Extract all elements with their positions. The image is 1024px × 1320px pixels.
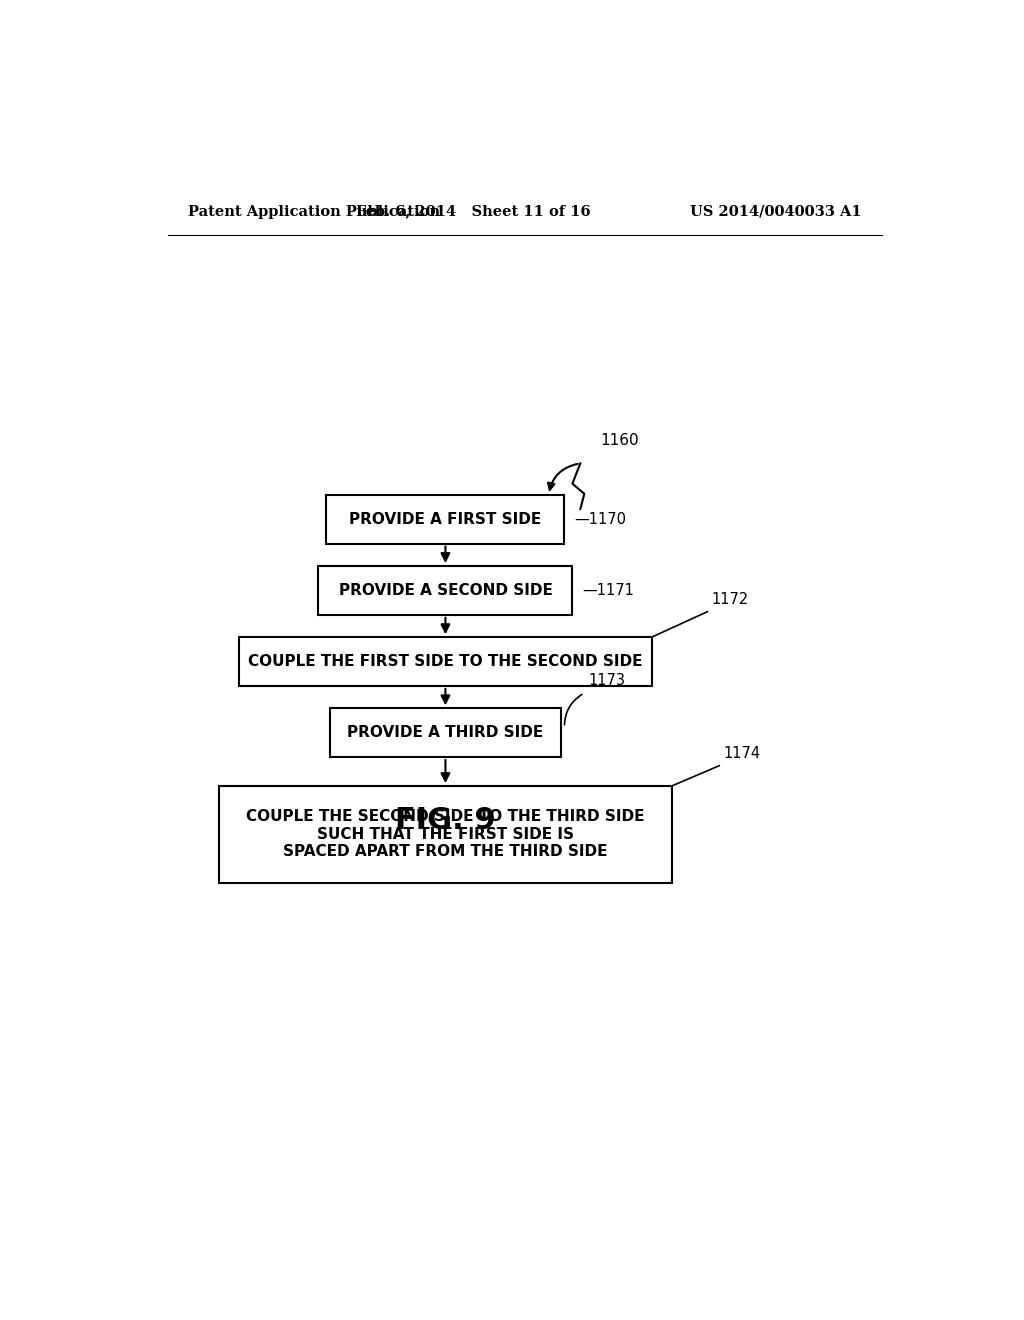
Bar xyxy=(318,566,572,615)
Text: 1173: 1173 xyxy=(588,673,626,688)
Text: FIG. 9: FIG. 9 xyxy=(395,807,496,836)
FancyArrowPatch shape xyxy=(548,463,578,490)
Text: PROVIDE A FIRST SIDE: PROVIDE A FIRST SIDE xyxy=(349,512,542,527)
Bar xyxy=(327,495,564,544)
Text: 1160: 1160 xyxy=(600,433,639,447)
Text: US 2014/0040033 A1: US 2014/0040033 A1 xyxy=(690,205,862,219)
Text: PROVIDE A THIRD SIDE: PROVIDE A THIRD SIDE xyxy=(347,725,544,741)
Text: Patent Application Publication: Patent Application Publication xyxy=(187,205,439,219)
Bar xyxy=(240,638,652,686)
Text: PROVIDE A SECOND SIDE: PROVIDE A SECOND SIDE xyxy=(339,583,552,598)
Text: Feb. 6, 2014   Sheet 11 of 16: Feb. 6, 2014 Sheet 11 of 16 xyxy=(356,205,591,219)
Bar xyxy=(219,785,672,883)
Text: —1171: —1171 xyxy=(582,583,634,598)
Text: COUPLE THE FIRST SIDE TO THE SECOND SIDE: COUPLE THE FIRST SIDE TO THE SECOND SIDE xyxy=(248,653,643,669)
Text: —1170: —1170 xyxy=(574,512,626,527)
Text: 1172: 1172 xyxy=(712,591,749,607)
Text: COUPLE THE SECOND SIDE TO THE THIRD SIDE
SUCH THAT THE FIRST SIDE IS
SPACED APAR: COUPLE THE SECOND SIDE TO THE THIRD SIDE… xyxy=(246,809,645,859)
Text: 1174: 1174 xyxy=(723,746,761,760)
Bar xyxy=(331,709,560,758)
